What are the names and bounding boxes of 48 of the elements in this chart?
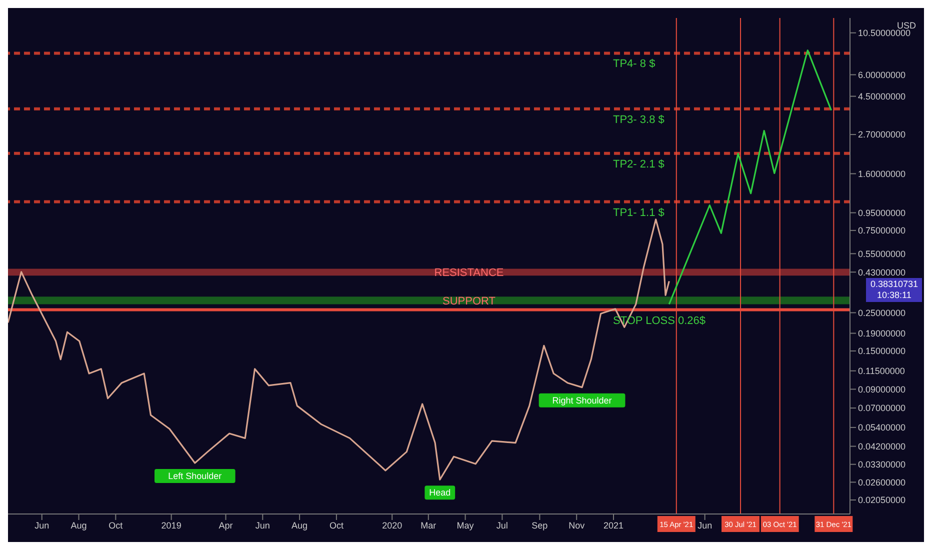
y-tick-label: 0.15000000 bbox=[858, 346, 906, 356]
annotation: Left Shoulder bbox=[168, 470, 222, 481]
text: 10:38:11 bbox=[876, 290, 912, 301]
ref-line-label: TP2- 2.1 $ bbox=[613, 158, 664, 170]
x-tick-label: Jun bbox=[34, 520, 50, 530]
y-tick-label: 0.25000000 bbox=[858, 308, 906, 318]
annotation: Right Shoulder bbox=[552, 395, 612, 406]
y-tick-label: 0.95000000 bbox=[858, 208, 906, 218]
y-tick-label: 0.03300000 bbox=[858, 460, 906, 470]
x-tick-label: Aug bbox=[70, 520, 87, 530]
ref-line-label: TP4- 8 $ bbox=[613, 58, 656, 70]
x-tick-label: Jul bbox=[496, 520, 508, 530]
x-tick-label: Oct bbox=[108, 520, 124, 530]
y-tick-label: 0.05400000 bbox=[858, 422, 906, 433]
y-tick-label: 2.70000000 bbox=[858, 130, 906, 140]
x-tick-label: May bbox=[456, 520, 474, 530]
y-tick-label: 4.50000000 bbox=[858, 91, 906, 102]
y-tick-label: 10.50000000 bbox=[858, 28, 911, 38]
y-tick-label: 0.02050000 bbox=[858, 495, 906, 506]
x-tick-label: Jun bbox=[698, 520, 712, 530]
x-tick-label: 2019 bbox=[161, 520, 182, 530]
x-tick-label: Apr bbox=[218, 520, 233, 530]
x-tick-label: 2020 bbox=[382, 520, 402, 530]
y-axis-title: USD bbox=[896, 20, 916, 30]
band-label: SUPPORT bbox=[442, 295, 496, 308]
x-tick-label: Jun bbox=[255, 520, 270, 530]
y-tick-label: 1.60000000 bbox=[858, 168, 906, 179]
ref-line-label: TP3- 3.8 $ bbox=[613, 114, 664, 126]
y-tick-label: 0.04200000 bbox=[858, 441, 906, 452]
y-tick-label: 0.19000000 bbox=[858, 328, 906, 338]
y-tick-label: 0.02600000 bbox=[858, 477, 906, 488]
y-tick-label: 0.09000000 bbox=[858, 384, 906, 394]
y-tick-label: 0.11500000 bbox=[858, 366, 905, 376]
y-tick-label: 0.07000000 bbox=[858, 403, 906, 414]
x-tick-label: 2021 bbox=[603, 520, 624, 530]
x-tick-label: Nov bbox=[568, 520, 586, 530]
x-tick-label: Aug bbox=[292, 520, 308, 530]
line-series bbox=[668, 50, 832, 306]
y-tick-label: 0.75000000 bbox=[858, 226, 906, 236]
x-tick-label: Mar bbox=[420, 520, 436, 530]
x-tick-label: Sep bbox=[532, 520, 548, 530]
text: 0.38310731 bbox=[870, 279, 918, 290]
y-tick-label: 0.55000000 bbox=[858, 248, 906, 259]
y-tick-label: 6.00000000 bbox=[858, 70, 906, 80]
x-tick-label: Oct bbox=[329, 520, 344, 530]
annotation: Head bbox=[429, 488, 451, 498]
y-tick-label: 0.43000000 bbox=[858, 267, 906, 278]
ref-line-label: TP1- 1.1 $ bbox=[613, 206, 664, 219]
